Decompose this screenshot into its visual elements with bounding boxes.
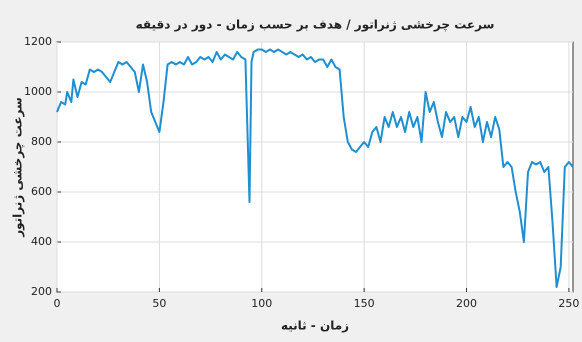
- chart-title: سرعت چرخشی ژنراتور / هدف بر حسب زمان - د…: [136, 18, 495, 33]
- line: [56, 48, 574, 288]
- x-tick-label: 50: [152, 297, 166, 310]
- y-tick-label: 200: [31, 285, 52, 298]
- y-tick-label: 800: [31, 135, 52, 148]
- y-axis-label: سرعت چرخشی ژنراتور: [11, 97, 26, 238]
- x-tick-label: 150: [354, 297, 375, 310]
- x-tick-label: 200: [456, 297, 477, 310]
- plot-area: [56, 41, 574, 293]
- y-tick-label: 1000: [24, 85, 52, 98]
- x-axis-label: زمان - ثانیه: [281, 319, 349, 333]
- x-tick-label: 250: [558, 297, 579, 310]
- y-tick-label: 1200: [24, 35, 52, 48]
- x-tick-label: 100: [251, 297, 272, 310]
- y-tick-label: 600: [31, 185, 52, 198]
- y-tick-label: 400: [31, 235, 52, 248]
- x-tick-label: 0: [54, 297, 61, 310]
